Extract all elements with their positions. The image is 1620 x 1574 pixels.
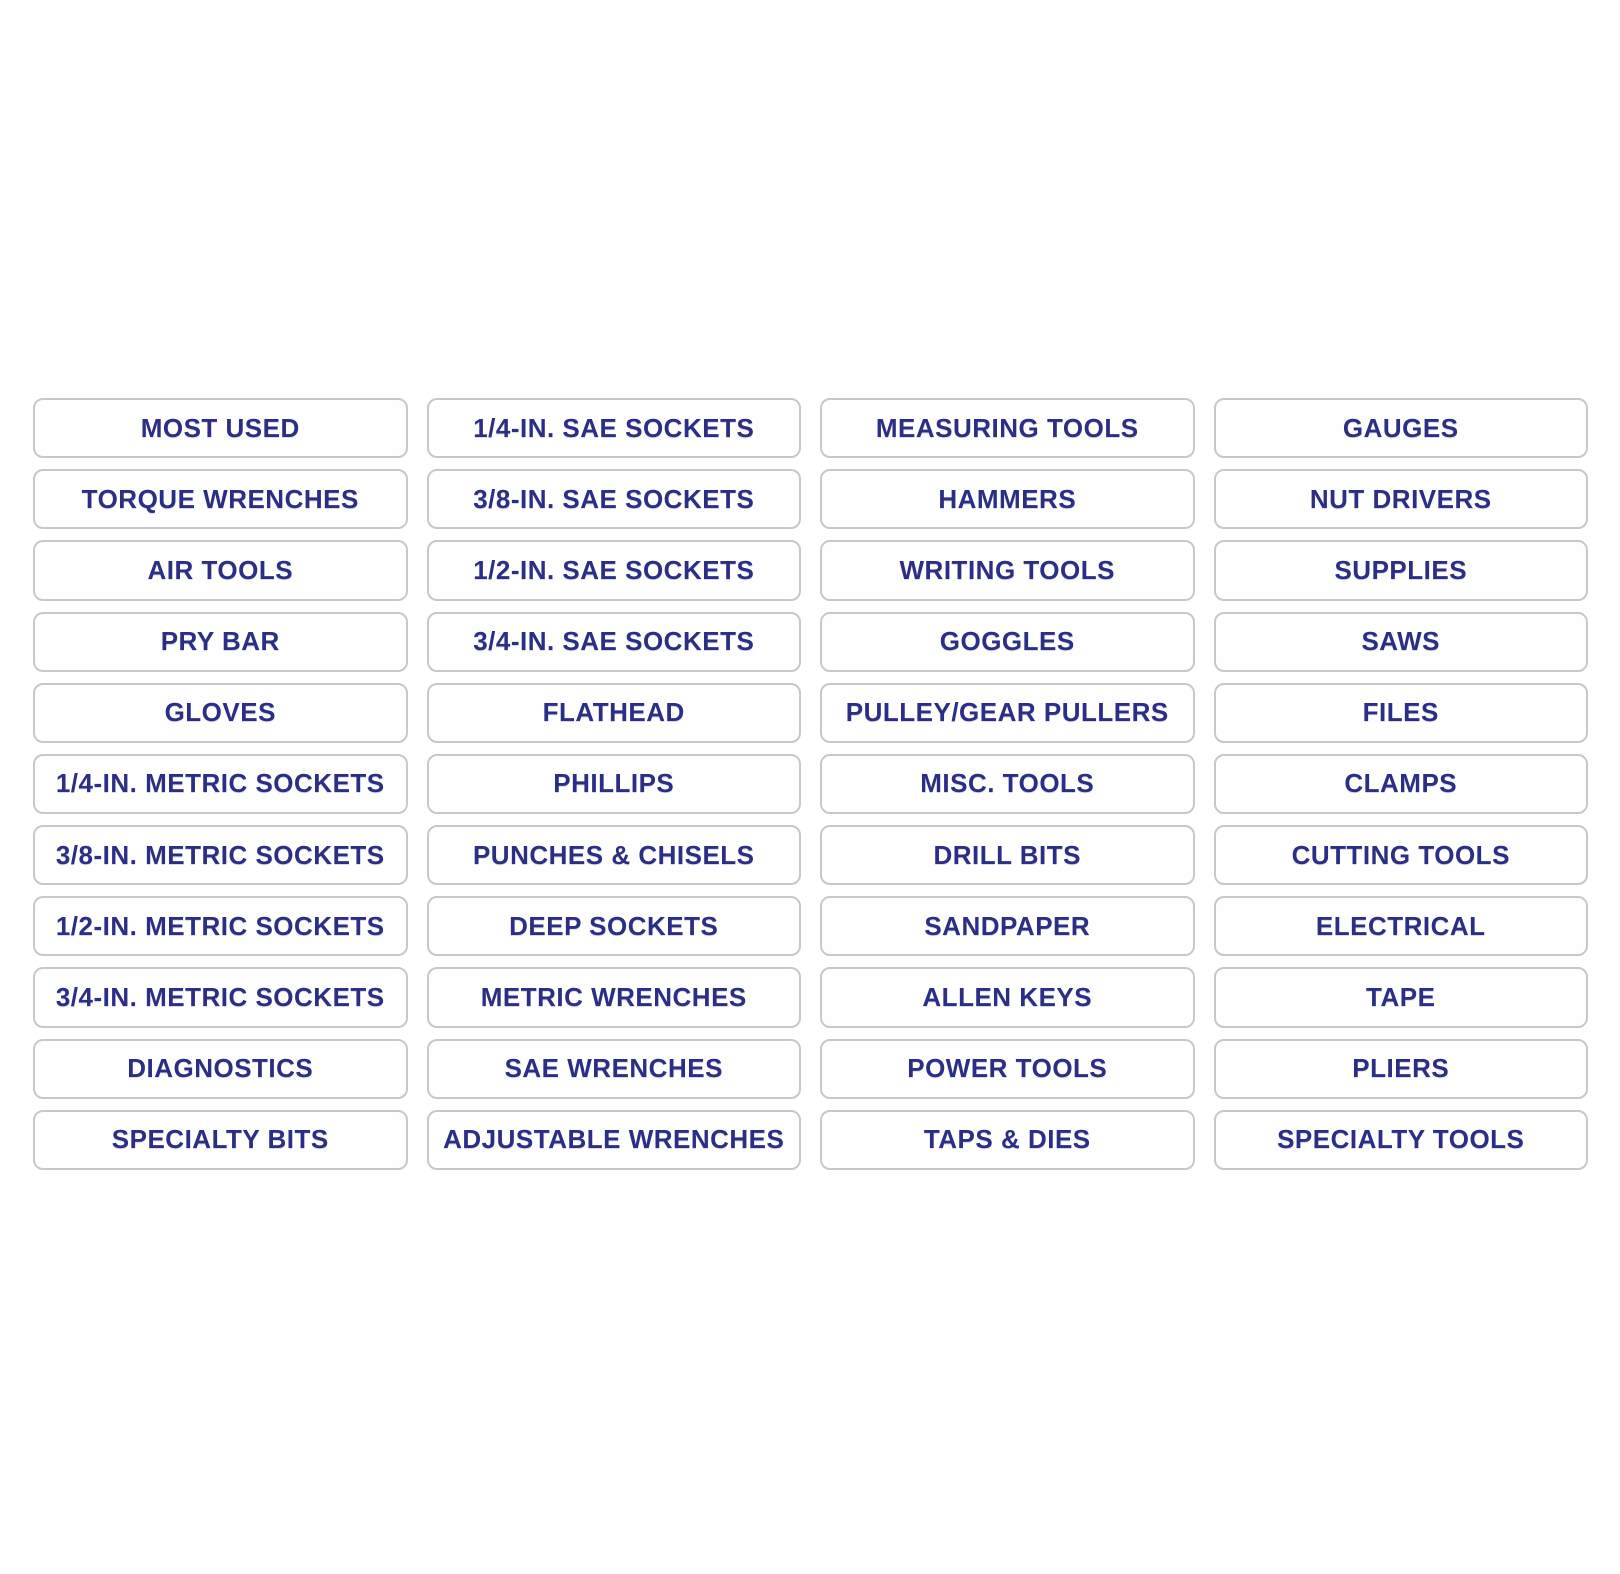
tool-label-text: GOGGLES — [939, 626, 1075, 657]
tool-label: TAPS & DIES — [820, 1109, 1195, 1170]
tool-label-text: 1/2-IN. METRIC SOCKETS — [55, 910, 385, 941]
tool-label-text: CUTTING TOOLS — [1291, 839, 1510, 870]
tool-label-text: DIAGNOSTICS — [127, 1053, 314, 1084]
tool-label: ADJUSTABLE WRENCHES — [426, 1109, 801, 1170]
tool-label-text: PUNCHES & CHISELS — [472, 839, 755, 870]
tool-label-text: MISC. TOOLS — [920, 768, 1095, 799]
tool-label-text: CLAMPS — [1344, 768, 1458, 799]
tool-label: 1/2-IN. SAE SOCKETS — [426, 540, 801, 601]
tool-label-text: SPECIALTY BITS — [111, 1124, 329, 1155]
tool-label: GLOVES — [33, 682, 408, 743]
tool-label: MISC. TOOLS — [820, 753, 1195, 815]
tool-label: SUPPLIES — [1213, 540, 1588, 601]
tool-label: DRILL BITS — [820, 825, 1195, 886]
tool-label-text: ALLEN KEYS — [922, 982, 1093, 1013]
tool-label-text: 3/4-IN. METRIC SOCKETS — [55, 982, 385, 1013]
tool-label-text: SAWS — [1361, 626, 1441, 657]
tool-label-text: SANDPAPER — [924, 910, 1091, 941]
tool-label-text: TORQUE WRENCHES — [81, 483, 359, 514]
tool-label-text: PULLEY/GEAR PULLERS — [845, 697, 1169, 728]
tool-label: PLIERS — [1213, 1038, 1588, 1099]
tool-label: CLAMPS — [1213, 753, 1588, 815]
tool-label-text: 1/4-IN. SAE SOCKETS — [473, 412, 755, 443]
tool-label-text: POWER TOOLS — [907, 1053, 1108, 1084]
tool-label-text: 3/4-IN. SAE SOCKETS — [473, 626, 755, 657]
tool-label: 1/2-IN. METRIC SOCKETS — [33, 896, 408, 957]
tool-label-text: TAPS & DIES — [923, 1124, 1091, 1155]
tool-label: AIR TOOLS — [33, 540, 408, 601]
tool-label: WRITING TOOLS — [820, 540, 1195, 601]
tool-label: 1/4-IN. METRIC SOCKETS — [33, 753, 408, 815]
tool-label: 3/8-IN. METRIC SOCKETS — [33, 825, 408, 886]
tool-label-text: NUT DRIVERS — [1309, 483, 1492, 514]
tool-label-text: ELECTRICAL — [1315, 910, 1486, 941]
tool-label: HAMMERS — [820, 469, 1195, 530]
tool-label: PHILLIPS — [426, 753, 801, 815]
tool-label: SPECIALTY TOOLS — [1213, 1109, 1588, 1170]
tool-label-text: AIR TOOLS — [147, 554, 294, 585]
tool-label: SAE WRENCHES — [426, 1038, 801, 1099]
tool-label-text: SUPPLIES — [1334, 554, 1468, 585]
tool-label: PUNCHES & CHISELS — [426, 825, 801, 886]
tool-label: PRY BAR — [33, 611, 408, 672]
tool-label-text: SAE WRENCHES — [504, 1053, 723, 1084]
tool-label: POWER TOOLS — [820, 1038, 1195, 1099]
tool-label: DEEP SOCKETS — [426, 896, 801, 957]
label-grid: MOST USED TORQUE WRENCHES AIR TOOLS PRY BAR… — [33, 398, 1588, 1170]
tool-label: GAUGES — [1213, 398, 1588, 459]
tool-label: 3/8-IN. SAE SOCKETS — [426, 469, 801, 530]
tool-label: ALLEN KEYS — [820, 967, 1195, 1028]
tool-label: TAPE — [1213, 967, 1588, 1028]
tool-label-text: MEASURING TOOLS — [875, 412, 1139, 443]
tool-label-text: DRILL BITS — [933, 839, 1082, 870]
tool-label-text: 3/8-IN. METRIC SOCKETS — [55, 839, 385, 870]
tool-label: DIAGNOSTICS — [33, 1038, 408, 1099]
tool-label: TORQUE WRENCHES — [33, 469, 408, 530]
tool-label: MEASURING TOOLS — [820, 398, 1195, 459]
tool-label-text: PRY BAR — [160, 626, 280, 657]
tool-label: SANDPAPER — [820, 896, 1195, 957]
tool-label: SPECIALTY BITS — [33, 1109, 408, 1170]
tool-label-text: MOST USED — [140, 412, 300, 443]
tool-label-text: 3/8-IN. SAE SOCKETS — [473, 483, 755, 514]
tool-label-text: FLATHEAD — [542, 697, 685, 728]
tool-label-text: HAMMERS — [938, 483, 1077, 514]
tool-label-text: PHILLIPS — [553, 768, 675, 799]
tool-label: FLATHEAD — [426, 682, 801, 743]
tool-label: SAWS — [1213, 611, 1588, 672]
tool-label-text: SPECIALTY TOOLS — [1277, 1124, 1525, 1155]
tool-label-text: TAPE — [1366, 982, 1436, 1013]
tool-label: 3/4-IN. METRIC SOCKETS — [33, 967, 408, 1028]
tool-label: 1/4-IN. SAE SOCKETS — [426, 398, 801, 459]
tool-label-text: METRIC WRENCHES — [480, 982, 747, 1013]
tool-label: METRIC WRENCHES — [426, 967, 801, 1028]
tool-label: NUT DRIVERS — [1213, 469, 1588, 530]
tool-label-text: PLIERS — [1352, 1053, 1450, 1084]
tool-label-text: DEEP SOCKETS — [509, 910, 719, 941]
tool-label: GOGGLES — [820, 611, 1195, 672]
tool-label-text: 1/4-IN. METRIC SOCKETS — [55, 768, 385, 799]
tool-label-text: GAUGES — [1342, 412, 1459, 443]
tool-label-text: GLOVES — [164, 697, 276, 728]
tool-label: CUTTING TOOLS — [1213, 825, 1588, 886]
tool-label: 3/4-IN. SAE SOCKETS — [426, 611, 801, 672]
tool-label: FILES — [1213, 682, 1588, 743]
tool-label: MOST USED — [33, 398, 408, 459]
tool-label: ELECTRICAL — [1213, 896, 1588, 957]
tool-label-text: ADJUSTABLE WRENCHES — [443, 1124, 785, 1155]
tool-label-text: FILES — [1362, 697, 1439, 728]
tool-label: PULLEY/GEAR PULLERS — [820, 682, 1195, 743]
tool-label-text: 1/2-IN. SAE SOCKETS — [473, 554, 755, 585]
tool-label-text: WRITING TOOLS — [899, 554, 1115, 585]
